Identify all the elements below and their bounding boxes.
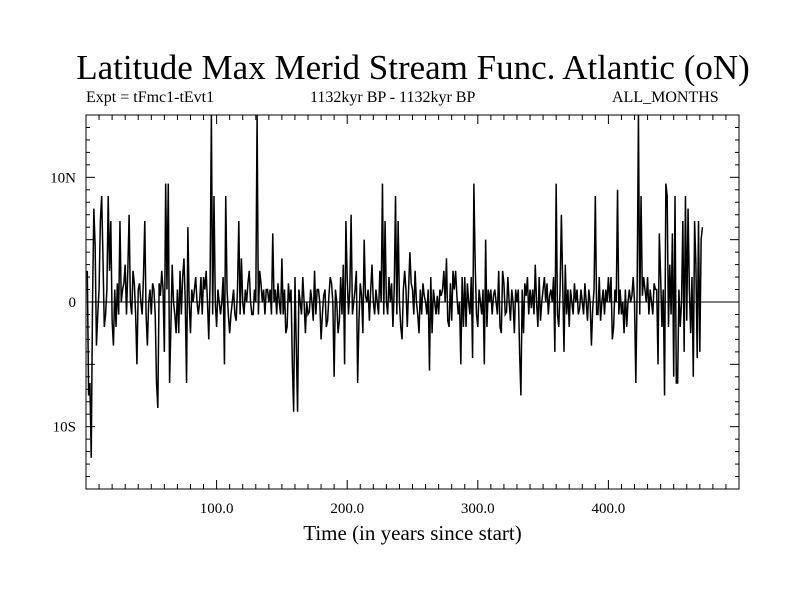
chart-title: Latitude Max Merid Stream Func. Atlantic… [76, 48, 750, 87]
experiment-label: Expt = tFmc1-tEvt1 [86, 89, 215, 106]
x-tick-label: 200.0 [330, 501, 364, 517]
series-line [86, 114, 704, 458]
x-tick-label: 400.0 [592, 501, 626, 517]
y-tick-label: 0 [69, 295, 77, 311]
x-tick-label: 100.0 [200, 501, 234, 517]
x-axis-label: Time (in years since start) [303, 521, 522, 545]
y-tick-label: 10N [50, 170, 76, 186]
y-tick-label: 10S [53, 420, 76, 436]
months-label: ALL_MONTHS [612, 89, 719, 106]
x-tick-label: 300.0 [461, 501, 495, 517]
time-range-label: 1132kyr BP - 1132kyr BP [310, 89, 476, 106]
